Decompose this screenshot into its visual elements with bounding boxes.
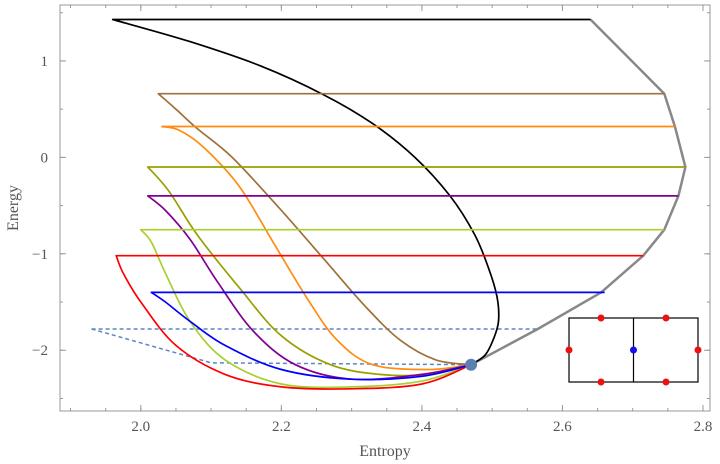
x-axis-label: Entropy [359, 443, 411, 460]
series-line [150, 291, 605, 381]
x-tick-label: 2.6 [553, 419, 572, 435]
inset-red-node [662, 314, 670, 322]
envelope-line [470, 18, 687, 366]
x-tick-label: 2.2 [272, 419, 291, 435]
y-tick-label: −2 [32, 343, 48, 359]
plot-border [59, 4, 711, 412]
x-tick-label: 2.0 [131, 419, 150, 435]
y-axis-label: Energy [5, 185, 22, 231]
inset-blue-node [630, 346, 637, 354]
series-line [115, 254, 644, 390]
x-tick-label: 2.4 [413, 419, 432, 435]
plot-frame [59, 4, 711, 412]
equilibrium-point [465, 358, 478, 371]
series-line [161, 125, 675, 371]
y-axis-ticks: 1 0 −1 −2 [32, 12, 710, 399]
y-tick-label: 1 [41, 54, 49, 70]
y-tick-label: 0 [41, 150, 49, 166]
inset-red-node [597, 314, 605, 322]
series-line [111, 18, 591, 366]
x-axis-ticks: 2.0 2.2 2.4 2.6 2.8 [70, 5, 713, 435]
series-line [157, 92, 665, 366]
x-tick-label: 2.8 [694, 419, 713, 435]
series-group [91, 18, 687, 390]
series-line [139, 228, 665, 389]
dashed-line [91, 328, 472, 366]
series-line [146, 195, 679, 381]
inset-red-node [662, 378, 670, 386]
y-tick-label: −1 [32, 247, 48, 263]
inset-red-node [565, 346, 573, 354]
inset-red-node [694, 346, 702, 354]
inset-diagram [565, 314, 702, 386]
inset-red-node [597, 378, 605, 386]
